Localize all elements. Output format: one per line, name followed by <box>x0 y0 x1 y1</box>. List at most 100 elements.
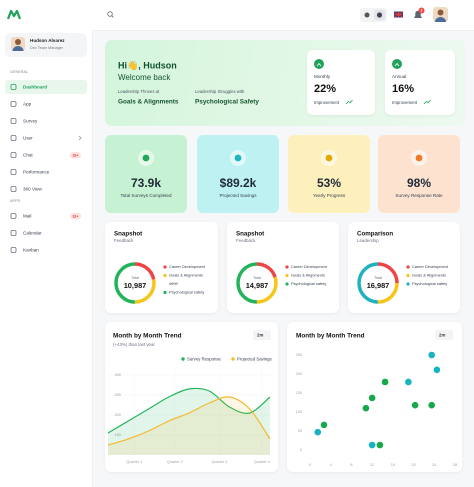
line <box>107 396 271 446</box>
donut-center-label: Total <box>253 276 261 280</box>
y-tick-label: 250 <box>296 353 302 357</box>
donut-segment <box>236 262 278 304</box>
nav-label: Kanban <box>23 247 39 252</box>
welcome-message: Welcome back <box>118 73 171 82</box>
nav-item[interactable] <box>5 114 87 128</box>
nav-label: User <box>23 135 33 140</box>
nav-item[interactable] <box>5 182 87 196</box>
kpi-value: 22% <box>314 83 336 95</box>
stat-value: 98% <box>407 176 431 190</box>
search-icon <box>111 15 114 18</box>
legend-dot <box>231 357 235 361</box>
legend-label: Psychological safety <box>169 290 204 295</box>
x-tick-label: Quarter 2 <box>167 460 183 464</box>
nav-label: 360 View <box>23 186 42 191</box>
scatter-point <box>433 366 441 374</box>
x-tick-label: Quarter 4 <box>254 460 270 464</box>
greeting: Hi👋, Hudson <box>118 60 177 71</box>
kpi-value: 16% <box>392 83 414 95</box>
y-tick-label: 300 <box>115 393 121 397</box>
legend-label: Projected Savings <box>237 356 272 361</box>
nav-label: Chat <box>23 152 33 157</box>
y-tick-label: 200 <box>115 413 121 417</box>
nav-item[interactable] <box>5 97 87 111</box>
nav-badge <box>70 152 81 159</box>
sun-icon <box>364 12 370 18</box>
x-tick-label: Quarter 3 <box>211 460 227 464</box>
chart-title: Month by Month Trend <box>296 333 365 340</box>
x-tick-label: 12 <box>370 463 374 467</box>
nav-icon <box>10 169 17 175</box>
nav-icon <box>10 135 17 141</box>
area-fill <box>108 388 270 455</box>
nav-label: Calendar <box>23 230 42 235</box>
nav-icon <box>10 213 17 219</box>
logo <box>6 9 22 20</box>
x-tick-label: 28 <box>453 463 457 467</box>
scatter-point <box>368 441 376 449</box>
scatter-point <box>428 401 435 409</box>
stat-icon <box>234 154 242 162</box>
nav-item[interactable] <box>5 226 87 240</box>
user-name: Hudson Alvarez <box>30 38 65 43</box>
avatar-head <box>437 9 444 16</box>
stat-icon <box>415 154 423 162</box>
range-dropdown[interactable] <box>435 330 453 340</box>
scatter-point <box>428 351 435 359</box>
x-tick-label: 20 <box>411 463 415 467</box>
nav-item[interactable] <box>5 131 87 145</box>
nav-icon <box>10 247 17 253</box>
x-tick-label: Quarter 1 <box>126 460 142 464</box>
scatter-point <box>362 404 370 412</box>
kpi-icon-glyph <box>394 62 400 67</box>
nav-icon <box>10 230 17 236</box>
y-tick-label: 200 <box>296 372 302 376</box>
legend-dot <box>163 273 167 278</box>
legend-label: Career Development <box>169 264 206 269</box>
nav-icon <box>10 101 17 107</box>
chart-subtitle: Leadership <box>357 238 379 243</box>
donut-center-label: Total <box>131 276 139 280</box>
legend-dot <box>163 265 167 269</box>
legend-label: Career Development <box>412 264 449 269</box>
donut-segment <box>114 262 156 304</box>
nav-label: Performance <box>23 169 50 174</box>
legend-dot <box>406 265 410 269</box>
stat-icon <box>325 154 333 162</box>
kpi-label: Improvement <box>314 100 340 105</box>
range-dropdown[interactable] <box>253 330 271 340</box>
range-label: 2m <box>439 332 445 337</box>
legend-label: Goals & Alignments <box>169 273 203 278</box>
stat-label: Survey Response Rate <box>395 193 443 198</box>
stat-label: Projected Savings <box>219 193 257 198</box>
search-icon[interactable] <box>107 11 113 17</box>
area-fill <box>108 396 270 455</box>
legend-dot <box>163 290 167 295</box>
y-tick-label: 150 <box>296 391 302 395</box>
x-tick-label: 0 <box>309 463 311 467</box>
legend-label: Career Development <box>291 264 328 269</box>
legend-dot <box>181 357 185 361</box>
stat-card <box>288 135 370 213</box>
chart-title: Snapshot <box>236 231 264 238</box>
moon-icon <box>376 12 383 18</box>
stat-value: 53% <box>317 176 341 190</box>
chart-subtitle: (+43%) than last year <box>113 342 155 347</box>
donut-center-label: Total <box>374 276 382 280</box>
kpi-period: Monthly <box>314 74 331 79</box>
scatter-point <box>320 421 328 429</box>
kpi-label: Improvement <box>392 100 418 105</box>
insight-label: Leadership Struggles with <box>195 89 245 94</box>
chart-title: Comparison <box>357 231 393 238</box>
y-tick-label: 100 <box>115 433 121 437</box>
scatter-point <box>381 378 389 386</box>
x-tick-label: 8 <box>350 463 352 467</box>
nav-item[interactable] <box>5 243 87 257</box>
y-tick-label: 50 <box>298 429 302 433</box>
legend-dot <box>285 273 289 278</box>
stat-card <box>105 135 187 213</box>
flag-cross <box>393 11 404 18</box>
nav-item[interactable] <box>5 80 87 94</box>
